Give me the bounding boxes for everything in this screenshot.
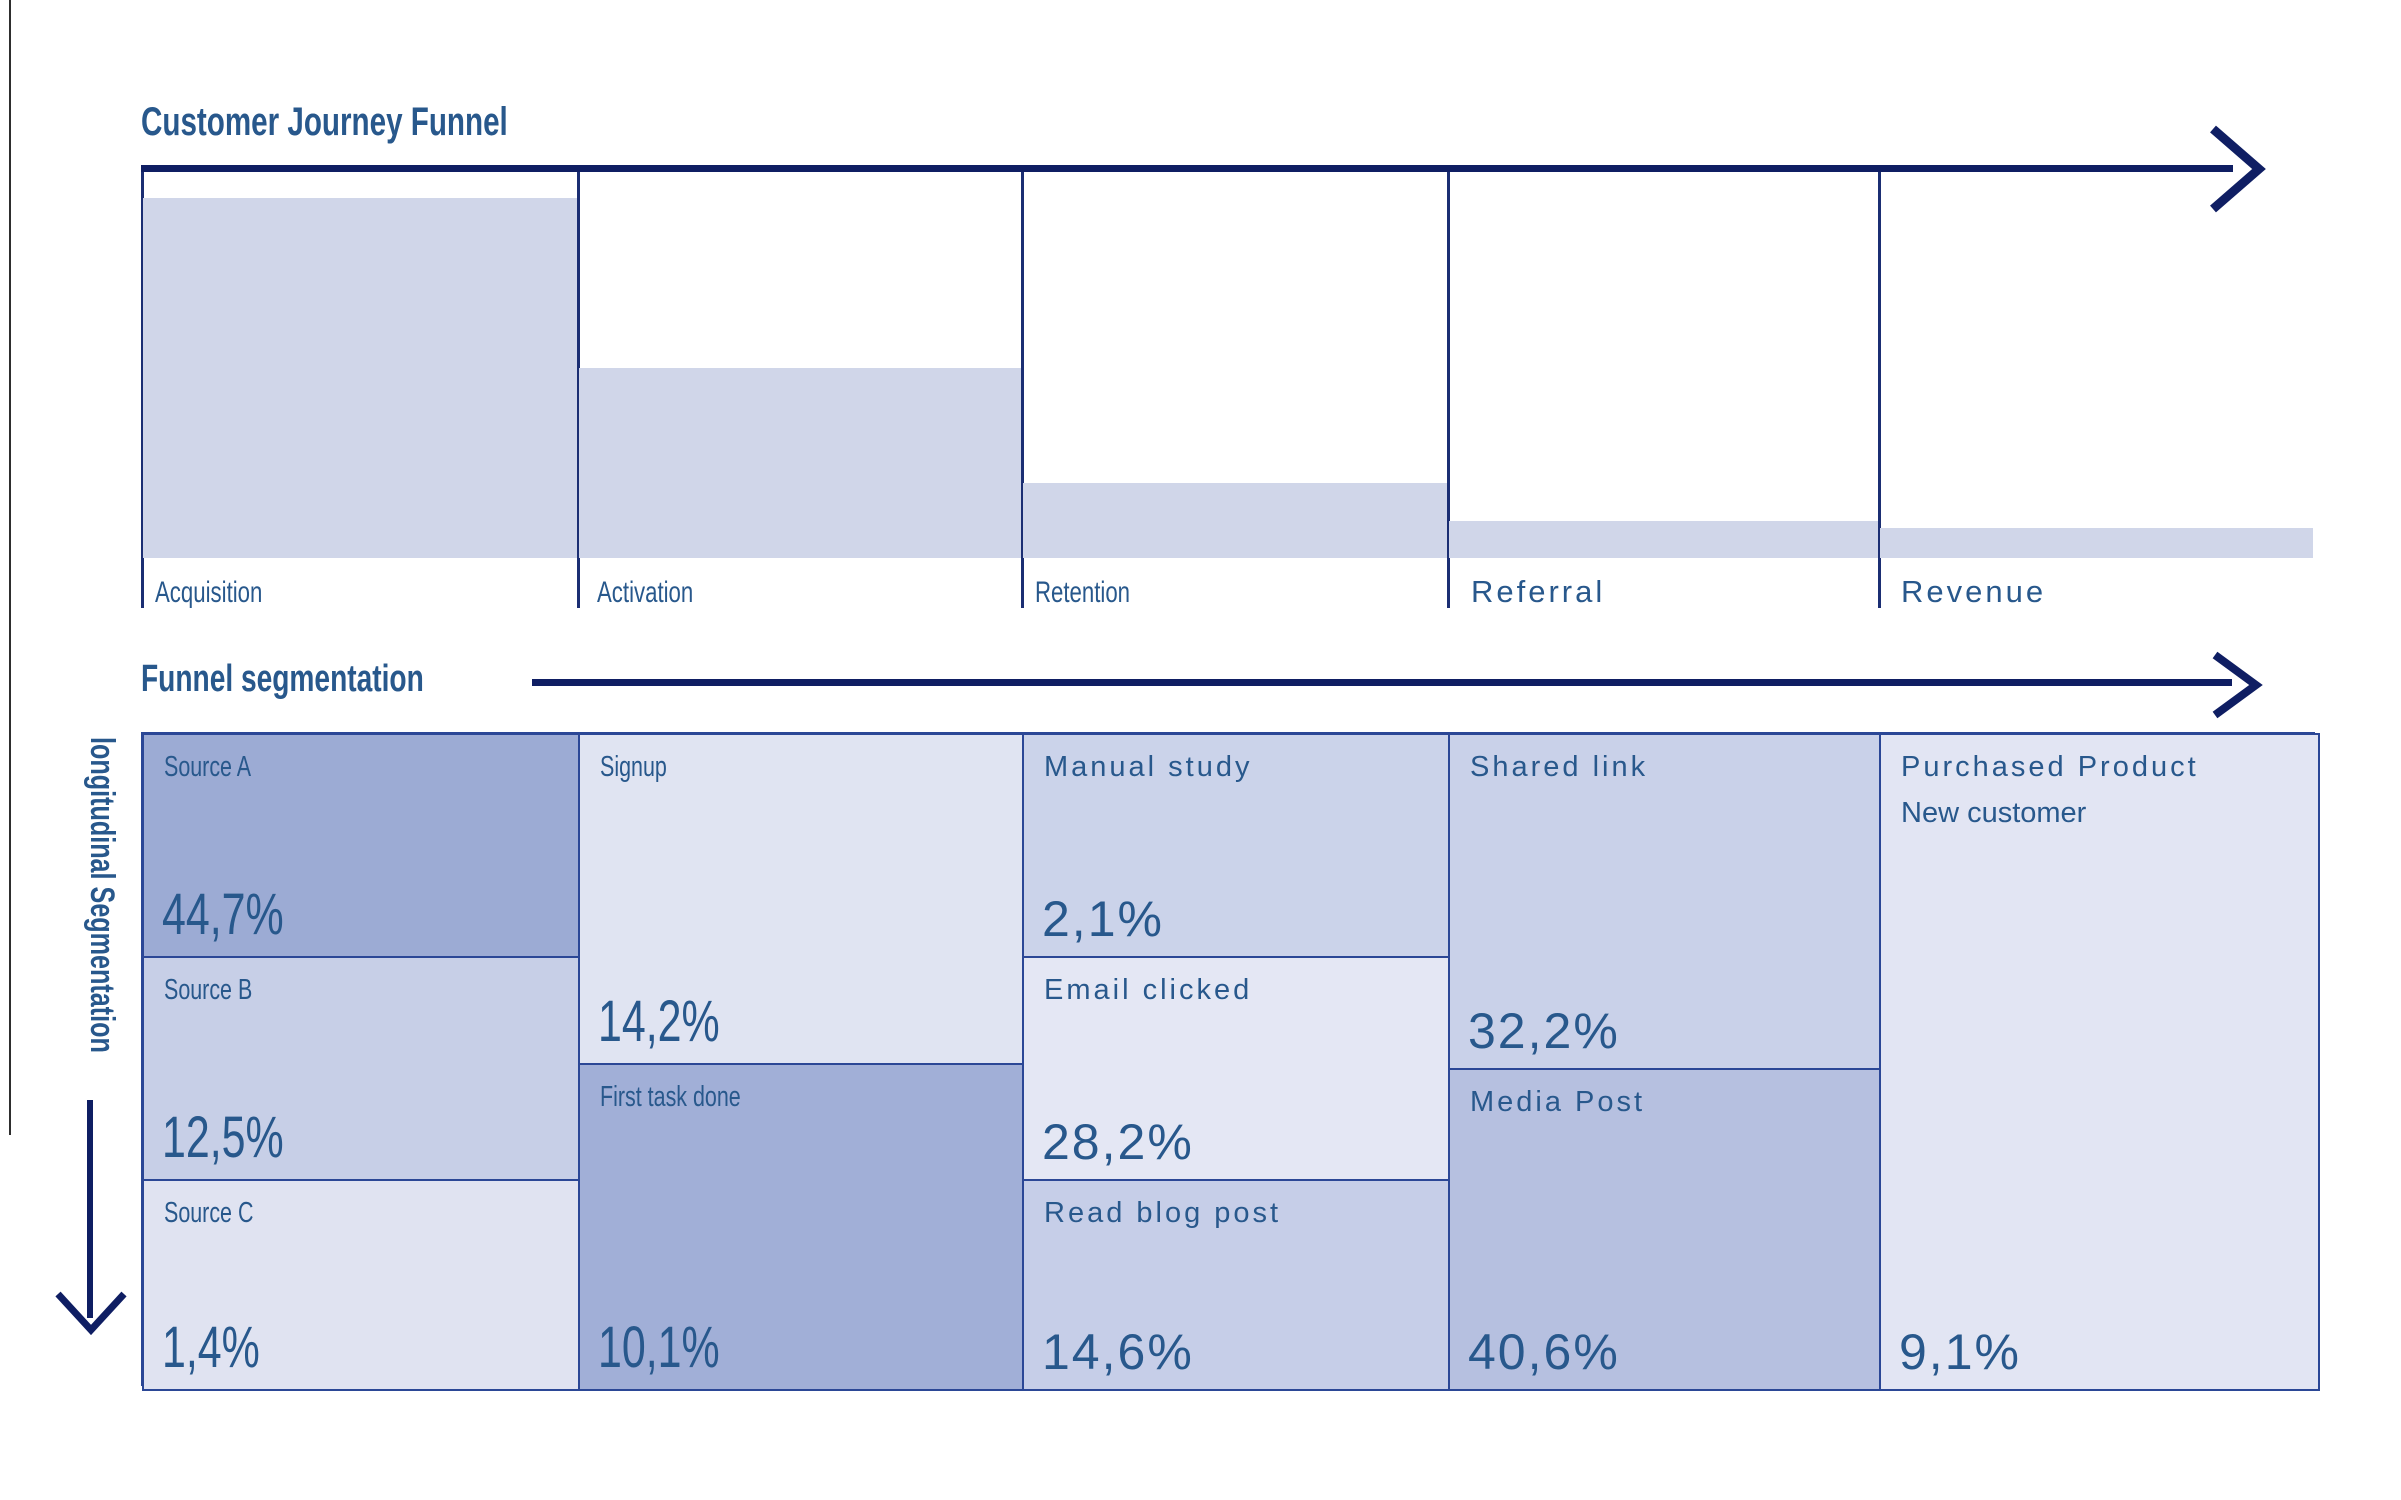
segment-label: Source A <box>164 751 252 783</box>
column-divider <box>577 172 580 608</box>
segment-label: Email clicked <box>1044 974 1253 1006</box>
segment-label: First task done <box>600 1081 741 1113</box>
column-divider <box>1878 172 1881 608</box>
segment-value: 44,7% <box>162 882 284 947</box>
segment-label: Shared link <box>1470 751 1649 783</box>
funnel-bar-referral <box>1449 521 1878 558</box>
segmentation-arrowhead-icon <box>2212 651 2263 719</box>
column-divider <box>1021 172 1024 608</box>
funnel-bar-acquisition <box>143 198 577 558</box>
segment-cell-media-post: Media Post 40,6% <box>1448 1068 1881 1391</box>
segment-value: 2,1% <box>1042 891 1164 947</box>
segment-cell-source-a: Source A 44,7% <box>142 733 580 958</box>
journey-axis-arrowhead-icon <box>2210 125 2266 213</box>
journey-axis-line <box>141 165 2233 172</box>
funnel-bar-revenue <box>1880 528 2313 558</box>
segment-label: Media Post <box>1470 1086 1646 1118</box>
longitudinal-arrowhead-icon <box>55 1291 127 1336</box>
segmentation-title: Funnel segmentation <box>141 658 523 701</box>
segmentation-axis-line <box>532 679 2232 686</box>
frame-left-edge <box>9 0 11 1135</box>
segment-cell-email-clicked: Email clicked 28,2% <box>1022 956 1450 1181</box>
stage-label-revenue: Revenue <box>1901 574 2047 609</box>
segment-value: 40,6% <box>1468 1324 1620 1380</box>
segment-cell-signup: Signup 14,2% <box>578 733 1024 1065</box>
segment-label-line2: New customer <box>1901 797 2087 829</box>
page-title: Customer Journey Funnel <box>141 100 637 145</box>
segment-label: Signup <box>600 751 667 783</box>
stage-label-retention: Retention <box>1035 576 1131 609</box>
chart-left-border <box>141 172 144 608</box>
segment-cell-source-b: Source B 12,5% <box>142 956 580 1181</box>
segmentation-grid: Source A 44,7% Source B 12,5% Source C 1… <box>141 732 2320 1391</box>
segment-cell-read-blog-post: Read blog post 14,6% <box>1022 1179 1450 1391</box>
segment-value: 1,4% <box>162 1315 260 1380</box>
segment-value: 32,2% <box>1468 1003 1620 1059</box>
funnel-bar-retention <box>1023 483 1447 558</box>
stage-label-acquisition: Acquisition <box>155 576 263 609</box>
column-divider <box>1447 172 1450 608</box>
funnel-bar-activation <box>579 368 1021 558</box>
segment-label: Purchased Product <box>1901 751 2199 783</box>
segment-value: 28,2% <box>1042 1114 1194 1170</box>
segment-label: Read blog post <box>1044 1197 1282 1229</box>
segment-cell-source-c: Source C 1,4% <box>142 1179 580 1391</box>
segment-label: Manual study <box>1044 751 1253 783</box>
segment-value: 14,6% <box>1042 1324 1194 1380</box>
segment-cell-shared-link: Shared link 32,2% <box>1448 733 1881 1070</box>
segment-value: 10,1% <box>598 1315 720 1380</box>
segment-label: Source B <box>164 974 253 1006</box>
page-title-text: Customer Journey Funnel <box>141 100 508 144</box>
segment-value: 9,1% <box>1899 1324 2021 1380</box>
segment-value: 14,2% <box>598 989 720 1054</box>
segment-label: Source C <box>164 1197 254 1229</box>
stage-label-activation: Activation <box>597 576 694 609</box>
segmentation-title-text: Funnel segmentation <box>141 658 424 700</box>
segment-cell-first-task-done: First task done 10,1% <box>578 1063 1024 1391</box>
segment-cell-purchased-product: Purchased Product New customer 9,1% <box>1879 733 2320 1391</box>
segment-value: 12,5% <box>162 1105 284 1170</box>
segment-cell-manual-study: Manual study 2,1% <box>1022 733 1450 958</box>
stage-label-referral: Referral <box>1471 574 1606 609</box>
longitudinal-arrow-shaft <box>87 1100 93 1318</box>
